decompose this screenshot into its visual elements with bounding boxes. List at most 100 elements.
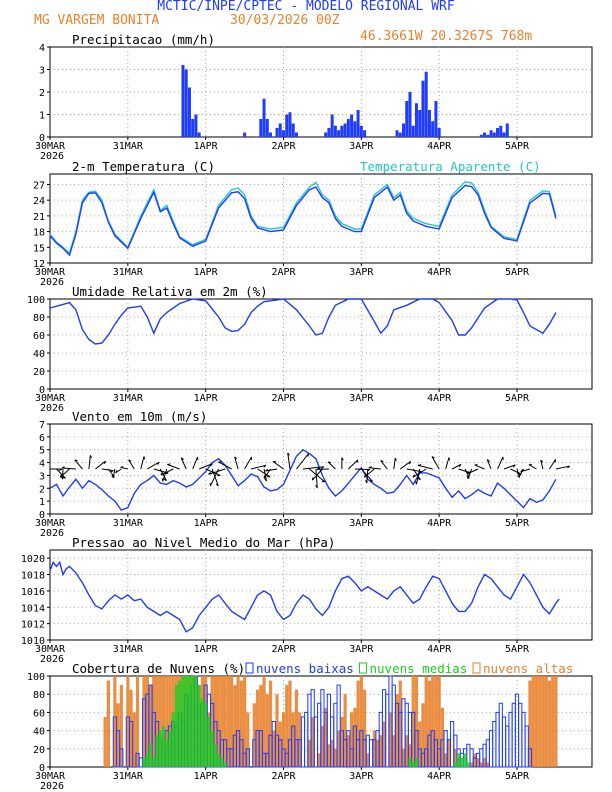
x-tick-label: 4APR [427, 141, 452, 152]
wind-arrow-head [394, 457, 397, 461]
wind-arrow [101, 468, 114, 472]
x-tick-label: 3APR [349, 644, 374, 655]
precip-bar [353, 121, 357, 137]
cloud-bar [148, 744, 153, 767]
series-line-0 [49, 560, 560, 633]
precip-bar [479, 134, 483, 137]
y-tick-label: 20 [33, 745, 45, 756]
precip-bar [398, 132, 402, 137]
wind-arrow [265, 468, 278, 472]
panel-title: Umidade Relativa em 2m (%) [72, 284, 268, 299]
precip-bar [411, 125, 415, 137]
precip-bar [269, 132, 273, 137]
y-tick-label: 0 [39, 385, 45, 396]
precip-bar [437, 128, 441, 137]
wind-arrow-head [74, 459, 78, 462]
x-year-label: 2026 [40, 277, 64, 288]
x-tick-label: 5APR [505, 393, 530, 404]
x-tick-label: 31MAR [113, 518, 144, 529]
cloud-bar [294, 689, 299, 767]
precip-bar [363, 130, 367, 137]
cloud-bar [103, 716, 107, 767]
cloud-bar [194, 676, 198, 767]
x-year-label: 2026 [40, 781, 64, 792]
cloud-bar [223, 762, 227, 767]
wind-arrow-head [263, 464, 267, 468]
wind-arrow-head [165, 472, 169, 475]
x-tick-label: 1APR [194, 644, 219, 655]
cloud-bar [184, 676, 188, 767]
cloud-bar [333, 748, 337, 767]
y-tick-label: 24 [33, 196, 45, 207]
wind-arrow [497, 456, 504, 470]
coordinates-label: 46.3661W 20.3267S 768m [360, 29, 533, 44]
precip-bar [356, 110, 360, 137]
cloud-bar [217, 753, 221, 767]
wind-arrow [380, 460, 388, 470]
x-tick-label: 4APR [427, 771, 452, 782]
cloud-bar [152, 757, 156, 767]
wind-arrow [312, 468, 323, 481]
wind-arrow-head [210, 463, 213, 467]
cloud-bar [158, 676, 162, 767]
precip-bar [330, 114, 334, 137]
y-tick-label: 1018 [21, 571, 45, 582]
y-tick-label: 20 [33, 367, 45, 378]
wind-arrow [415, 468, 421, 485]
precip-bar [395, 130, 399, 137]
cloud-bar [245, 748, 250, 768]
wind-arrow [160, 468, 174, 476]
wind-arrow-head [327, 461, 332, 464]
wind-arrow [250, 464, 267, 470]
cloud-bar [466, 762, 470, 767]
cloud-bar [307, 739, 312, 767]
cloud-bar [119, 748, 124, 768]
cloud-bar [128, 721, 134, 768]
panel-title: Pressao ao Nivel Medio do Mar (hPa) [72, 535, 335, 550]
precip-bar [414, 103, 418, 137]
series-line-0 [49, 298, 557, 345]
cloud-bar [450, 721, 455, 768]
precip-bar [343, 123, 347, 137]
cloud-bar [291, 712, 295, 767]
wind-arrow [263, 468, 268, 482]
precip-bar [496, 128, 500, 137]
cloud-bar [233, 685, 237, 767]
cloud-bar [434, 676, 438, 767]
wind-arrow [120, 466, 128, 470]
series-line-0 [49, 181, 557, 255]
cloud-bar [460, 757, 464, 767]
x-tick-label: 31MAR [113, 267, 144, 278]
wind-arrow-head [180, 457, 184, 460]
y-tick-label: 60 [33, 331, 45, 342]
y-tick-label: 4 [39, 43, 45, 54]
precip-bar [499, 125, 503, 137]
y-tick-label: 6 [39, 433, 45, 444]
x-tick-label: 3APR [349, 141, 374, 152]
cloud-bar [311, 716, 315, 767]
wind-arrow [327, 461, 336, 470]
cloud-bar [145, 676, 149, 767]
x-year-label: 2026 [40, 654, 64, 665]
x-tick-label: 30MAR [35, 771, 66, 782]
cloud-bar [200, 698, 205, 767]
cloud-bar [414, 676, 419, 767]
y-tick-label: 5 [39, 446, 45, 457]
cloud-bar [135, 676, 140, 767]
wind-arrow [467, 468, 479, 475]
wind-arrow [302, 466, 324, 470]
cloud-bar [405, 735, 409, 767]
cloud-bar [155, 735, 159, 767]
cloud-bar [414, 757, 419, 767]
cloud-bar [457, 753, 461, 767]
precip-bar [418, 110, 422, 137]
x-tick-label: 5APR [505, 267, 530, 278]
x-tick-label: 2APR [271, 393, 296, 404]
cloud-bar [126, 676, 130, 767]
cloud-bar [366, 753, 370, 767]
x-tick-label: 5APR [505, 518, 530, 529]
x-tick-label: 2APR [271, 771, 296, 782]
y-tick-label: 1 [39, 111, 45, 122]
x-tick-label: 4APR [427, 267, 452, 278]
precip-bar [243, 132, 247, 137]
